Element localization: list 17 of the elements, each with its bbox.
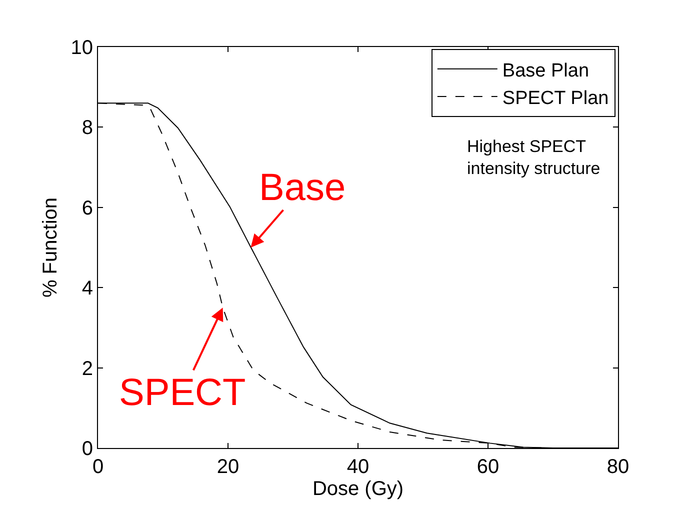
legend-label: SPECT Plan <box>502 88 609 109</box>
x-tick-label: 80 <box>606 456 630 478</box>
y-axis-title: % Function <box>39 197 62 298</box>
y-tick-label: 10 <box>70 37 93 59</box>
legend-label: Base Plan <box>502 60 590 82</box>
y-tick-label: 2 <box>82 358 93 380</box>
x-axis-title: Dose (Gy) <box>312 478 404 500</box>
x-tick-label: 20 <box>216 456 240 478</box>
annotation: Base <box>259 167 346 209</box>
y-tick-label: 4 <box>82 278 93 300</box>
x-tick-label: 60 <box>476 456 500 478</box>
y-tick-label: 6 <box>82 197 93 220</box>
annotation: SPECT <box>119 372 246 414</box>
annotation: Highest SPECT intensity structure <box>467 137 600 178</box>
y-tick-label: 0 <box>82 438 93 460</box>
y-tick-label: 8 <box>82 117 93 140</box>
x-tick-label: 40 <box>346 456 370 478</box>
